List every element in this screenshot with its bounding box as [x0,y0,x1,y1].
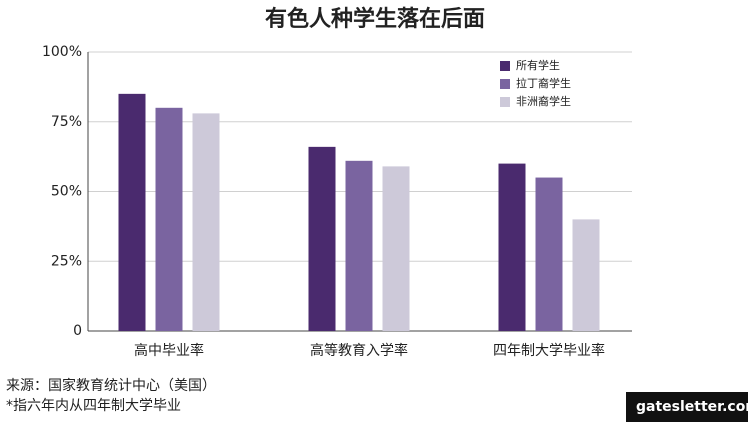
chart-title: 有色人种学生落在后面 [265,6,485,32]
bar [118,93,146,331]
legend-label: 拉丁裔学生 [516,76,571,90]
source: 来源：国家教育统计中心（美国） [6,377,216,394]
bar [498,163,526,331]
bar [155,107,183,331]
y-tick-label: 50% [51,184,82,200]
legend-swatch [500,61,510,71]
watermark: gatesletter.com [636,399,750,415]
bar [308,146,336,331]
legend-swatch [500,97,510,107]
y-tick-label: 75% [51,114,82,130]
legend-label: 非洲裔学生 [516,94,571,108]
footnote: *指六年内从四年制大学毕业 [6,398,181,414]
bar [572,219,600,331]
x-tick-label: 四年制大学毕业率 [493,342,605,359]
bar [382,166,410,331]
y-tick-label: 100% [42,44,82,60]
bar [345,160,373,331]
x-tick-label: 高等教育入学率 [310,342,408,359]
y-tick-label: 25% [51,253,82,269]
bar [192,113,220,331]
watermark-box [626,392,748,422]
y-tick-label: 0 [73,323,82,339]
x-tick-label: 高中毕业率 [134,342,204,359]
legend-swatch [500,79,510,89]
legend-label: 所有学生 [516,58,560,72]
bar [535,177,563,331]
